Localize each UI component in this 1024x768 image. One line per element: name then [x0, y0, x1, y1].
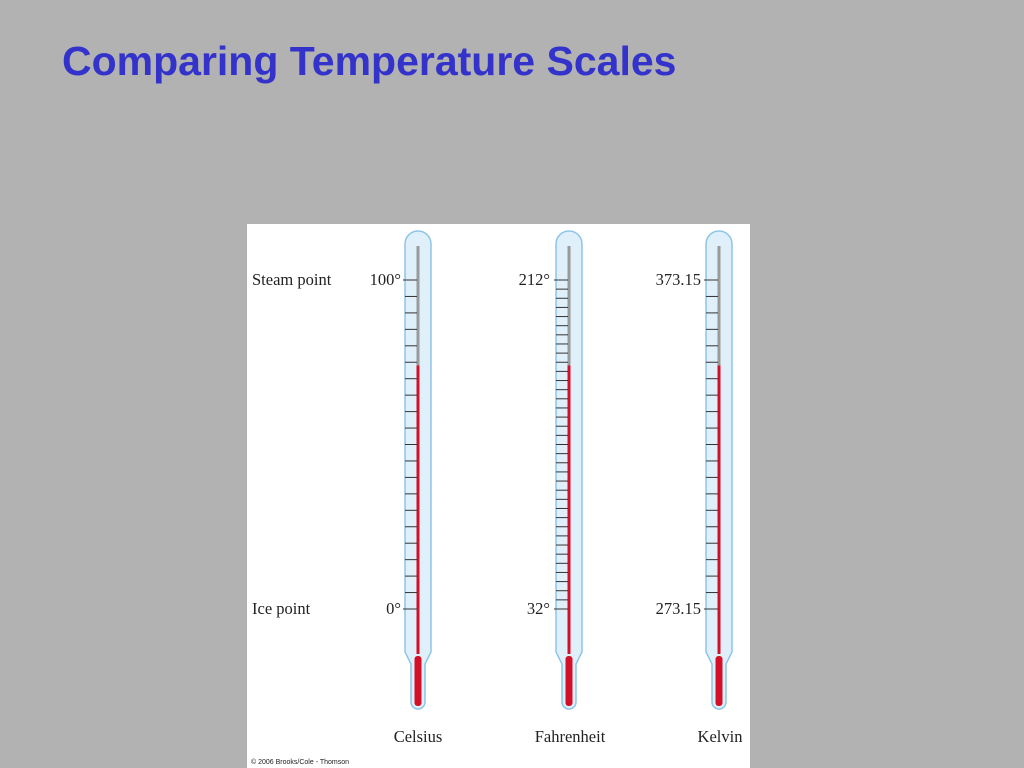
thermometer-figure: Steam point Ice point 100° 0° Celsius 21…: [247, 224, 750, 768]
steam-point-label: Steam point: [252, 270, 332, 289]
celsius-scale-name: Celsius: [394, 727, 443, 746]
kelvin-thermometer: [704, 230, 733, 710]
fahrenheit-ice-value: 32°: [527, 599, 550, 618]
fahrenheit-thermometer: [554, 230, 583, 710]
copyright-notice: © 2006 Brooks/Cole - Thomson: [251, 758, 349, 766]
fahrenheit-scale-name: Fahrenheit: [535, 727, 606, 746]
celsius-thermometer: [403, 230, 432, 710]
ice-point-label: Ice point: [252, 599, 311, 618]
slide-title: Comparing Temperature Scales: [62, 38, 677, 84]
celsius-bulb: [414, 656, 422, 706]
kelvin-steam-value: 373.15: [656, 270, 701, 289]
kelvin-ice-value: 273.15: [656, 599, 701, 618]
kelvin-bulb: [715, 656, 723, 706]
thermometers-diagram: Steam point Ice point 100° 0° Celsius 21…: [251, 230, 743, 766]
fahrenheit-bulb: [565, 656, 573, 706]
fahrenheit-steam-value: 212°: [519, 270, 550, 289]
kelvin-scale-name: Kelvin: [698, 727, 743, 746]
celsius-ice-value: 0°: [386, 599, 401, 618]
celsius-steam-value: 100°: [370, 270, 401, 289]
